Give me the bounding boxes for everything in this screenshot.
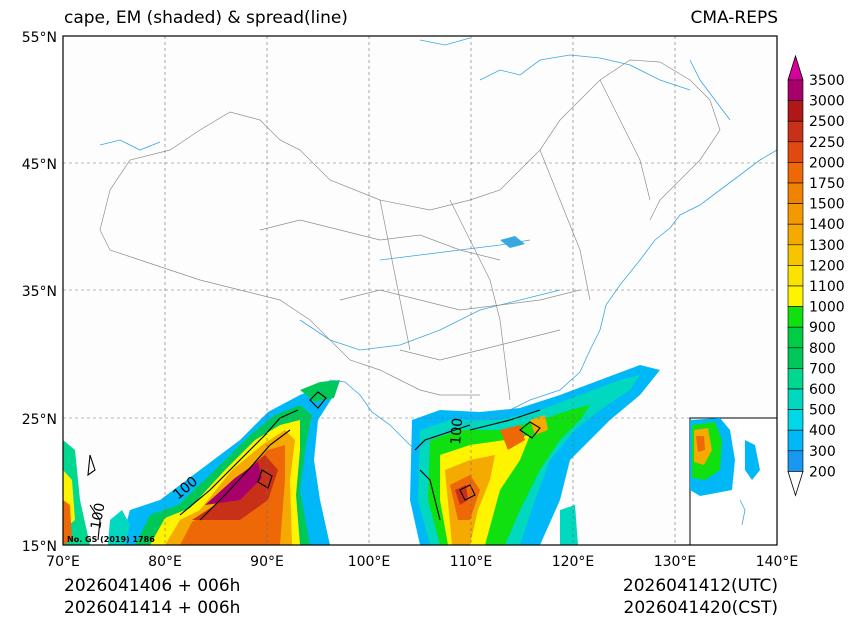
lat-axis: 55°N 45°N 35°N 25°N 15°N (22, 30, 57, 555)
colorbar-label: 400 (809, 423, 836, 439)
colorbar-label: 300 (809, 444, 836, 460)
lon-label: 100°E (348, 554, 391, 570)
colorbar-segment (787, 244, 804, 266)
colorbar-segment (787, 347, 804, 369)
colorbar-label: 1300 (809, 238, 845, 254)
lake (500, 236, 525, 248)
admin-borders (99, 59, 721, 401)
colorbar-segment (787, 141, 804, 163)
lon-label: 130°E (654, 554, 697, 570)
colorbar-label: 1000 (809, 300, 845, 316)
colorbar-label: 1750 (809, 176, 845, 192)
colorbar-segment (787, 79, 804, 101)
colorbar-label: 2000 (809, 155, 845, 171)
lon-label: 80°E (148, 554, 182, 570)
colorbar-segment (787, 306, 804, 328)
spread-contours (87, 391, 541, 541)
cape-field-scs (410, 365, 660, 545)
colorbar-segment (787, 223, 804, 246)
colorbar-extend-top (787, 54, 804, 81)
lon-label: 90°E (250, 554, 284, 570)
colorbar-segment (787, 450, 804, 472)
colorbar-extend-bottom (787, 471, 804, 497)
colorbar-segment (787, 388, 804, 410)
colorbar-segment (787, 409, 804, 431)
lat-label: 55°N (22, 30, 57, 46)
run-time-utc: 2026041406 + 006h (64, 576, 241, 596)
lon-label: 120°E (552, 554, 595, 570)
contour-label: 100 (448, 417, 466, 445)
coastlines (99, 37, 777, 451)
lat-label: 15°N (22, 539, 57, 555)
colorbar-label: 3500 (809, 73, 845, 89)
map-number: No. GS (2019) 1786 (67, 535, 155, 544)
grid-lines (63, 36, 777, 545)
colorbar-segment (787, 429, 804, 452)
colorbar-label: 200 (809, 464, 836, 480)
scs-inset (689, 417, 777, 545)
lat-label: 25°N (22, 412, 57, 428)
lon-axis: 70°E 80°E 90°E 100°E 110°E 120°E 130°E 1… (46, 554, 798, 570)
colorbar-segment (787, 120, 804, 143)
lat-label: 35°N (22, 284, 57, 300)
valid-time-cst: 2026041420(CST) (623, 598, 778, 618)
run-time-cst: 2026041414 + 006h (64, 598, 241, 618)
lon-label: 70°E (46, 554, 80, 570)
colorbar-label: 2250 (809, 135, 845, 151)
colorbar-label: 3000 (809, 94, 845, 110)
chart-title: cape, EM (shaded) & spread(line) (64, 8, 348, 28)
colorbar-label: 1200 (809, 258, 845, 274)
colorbar-label: 1400 (809, 217, 845, 233)
colorbar-label: 1100 (809, 279, 845, 295)
colorbar-segment (787, 203, 804, 225)
colorbar-label: 2500 (809, 114, 845, 130)
colorbar-segment (787, 285, 804, 307)
contour-label: 100 (88, 502, 108, 531)
lon-label: 140°E (756, 554, 799, 570)
lon-label: 110°E (450, 554, 493, 570)
colorbar-label: 600 (809, 382, 836, 398)
model-name: CMA-REPS (690, 8, 778, 28)
colorbar-segment (787, 182, 804, 204)
colorbar-label: 1500 (809, 197, 845, 213)
colorbar-label: 800 (809, 341, 836, 357)
colorbar-label: 900 (809, 320, 836, 336)
lat-label: 45°N (22, 157, 57, 173)
colorbar-segment (787, 368, 804, 390)
colorbar-label: 500 (809, 403, 836, 419)
colorbar-segment (787, 100, 804, 122)
colorbar-segment (787, 265, 804, 287)
colorbar-label: 700 (809, 361, 836, 377)
cape-field-india (63, 380, 340, 545)
valid-time-utc: 2026041412(UTC) (622, 576, 778, 596)
colorbar: 3500 3000 2500 2250 2000 1750 1500 1400 1300 1200… (787, 54, 845, 497)
colorbar-segment (787, 162, 804, 184)
colorbar-segment (787, 326, 804, 349)
map-frame (62, 35, 778, 546)
